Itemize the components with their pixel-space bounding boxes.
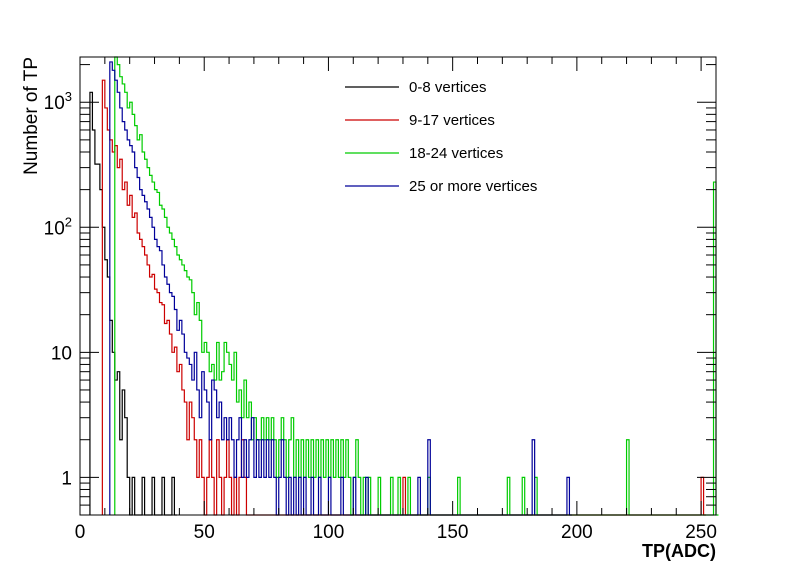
x-axis-title: TP(ADC) xyxy=(642,541,716,561)
x-tick-label: 200 xyxy=(561,522,593,543)
x-tick-label: 50 xyxy=(194,522,215,543)
x-tick-label: 150 xyxy=(437,522,469,543)
x-axis: 0 50 100 150 200 250 xyxy=(75,57,717,543)
x-tick-label: 250 xyxy=(685,522,717,543)
plot-frame xyxy=(79,56,717,516)
legend: 0-8 vertices 9-17 vertices 18-24 vertices 2… xyxy=(345,79,537,195)
y-tick-label: 10 xyxy=(51,343,72,364)
legend-entry: 9-17 vertices xyxy=(409,112,495,129)
legend-entry: 18-24 vertices xyxy=(409,145,503,162)
legend-entry: 0-8 vertices xyxy=(409,79,487,96)
y-axis: 1 10 102 103 xyxy=(44,64,716,516)
series-line-4 xyxy=(109,61,572,516)
y-tick-label: 103 xyxy=(44,89,72,114)
y-tick-label: 102 xyxy=(44,214,72,239)
y-axis-title: Number of TP xyxy=(21,57,42,175)
y-tick-label: 1 xyxy=(61,468,72,489)
x-tick-label: 0 xyxy=(75,522,86,543)
legend-entry: 25 or more vertices xyxy=(409,178,537,195)
series-line-3 xyxy=(114,56,719,516)
x-tick-label: 100 xyxy=(313,522,345,543)
